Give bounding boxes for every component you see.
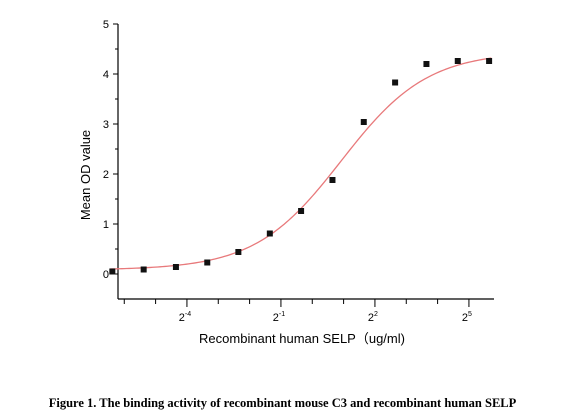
y-axis-title: Mean OD value (78, 130, 93, 220)
data-point (392, 79, 399, 86)
data-point (486, 58, 493, 64)
data-point (423, 61, 430, 67)
data-point (329, 177, 336, 183)
x-tick-label-base: 2 (273, 312, 279, 324)
y-tick-label: 5 (103, 19, 109, 31)
y-tick-label: 2 (103, 169, 109, 181)
y-tick-label: 1 (103, 219, 109, 231)
data-point (109, 268, 116, 275)
y-tick-label: 3 (103, 119, 109, 131)
x-tick-label-exponent: -4 (185, 311, 191, 318)
x-axis-title: Recombinant human SELP（ug/ml) (199, 331, 405, 346)
x-tick-label-base: 2 (368, 312, 374, 324)
x-tick-label-base: 2 (179, 312, 185, 324)
fit-curve (110, 57, 492, 270)
x-tick-label: 25 (462, 311, 472, 324)
chart-figure: 0 1 2 3 4 5 2-4 2-1 22 25 Mean OD value Recombina… (78, 19, 494, 346)
x-tick-label: 2-1 (273, 311, 285, 324)
y-tick-label: 0 (103, 269, 109, 281)
data-point (235, 249, 242, 255)
x-tick-label-exponent: 5 (468, 311, 472, 318)
data-point (298, 208, 305, 214)
x-tick-label-base: 2 (462, 312, 468, 324)
data-points-layer (109, 58, 493, 275)
data-point (266, 230, 273, 237)
data-point (454, 58, 461, 64)
data-point (172, 264, 179, 270)
x-tick-label-exponent: 2 (374, 311, 378, 318)
data-point (360, 119, 367, 125)
fit-curve-layer (110, 57, 492, 270)
data-point (204, 259, 211, 266)
y-tick-label: 4 (103, 69, 109, 81)
data-point (140, 266, 147, 273)
x-tick-label-exponent: -1 (279, 311, 285, 318)
figure-caption: Figure 1. The binding activity of recomb… (48, 396, 517, 410)
x-tick-label: 22 (368, 311, 378, 324)
x-tick-label: 2-4 (179, 311, 191, 324)
